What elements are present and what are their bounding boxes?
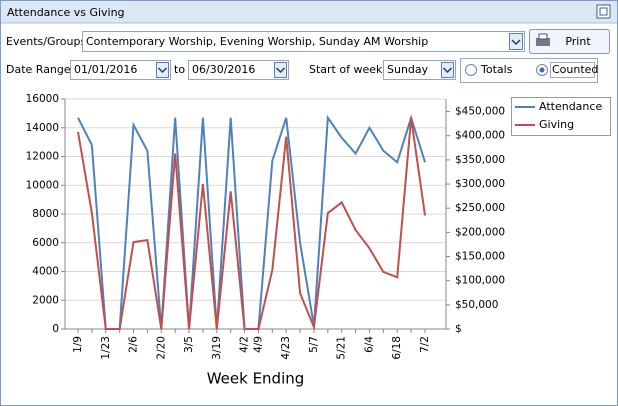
- y2-tick-label: $50,000: [455, 299, 498, 311]
- y2-tick-label: $400,000: [455, 130, 505, 142]
- y-tick-label: 12000: [26, 151, 59, 163]
- y-tick-label: 10000: [26, 179, 59, 191]
- events-label: Events/Groups: [6, 35, 86, 48]
- y-tick-label: 16000: [26, 93, 59, 105]
- y-tick-label: 2000: [32, 294, 59, 306]
- title-bar: [1, 1, 617, 23]
- totals-label: Totals: [480, 63, 513, 76]
- series-line: [77, 117, 426, 331]
- counted-label: Counted: [552, 63, 598, 76]
- dropdown-arrow: [511, 39, 521, 46]
- start-date-dropdown[interactable]: [156, 62, 169, 78]
- legend-label: Giving: [539, 118, 574, 131]
- start-of-week-label: Start of week: [309, 63, 383, 76]
- x-tick-label: 1/23: [100, 336, 112, 360]
- end-date-box[interactable]: [188, 60, 289, 80]
- start-date-box[interactable]: [70, 60, 171, 80]
- y-tick-label: 0: [52, 323, 59, 335]
- start-of-week-combo[interactable]: [383, 60, 456, 80]
- printer-icon: [536, 38, 550, 46]
- x-tick-label: 7/2: [419, 336, 431, 353]
- maximize-icon: [599, 7, 608, 16]
- x-tick-label: 6/18: [391, 336, 403, 360]
- legend-label: Attendance: [539, 100, 602, 113]
- y2-tick-label: $150,000: [455, 251, 505, 263]
- legend-box: [511, 97, 611, 136]
- x-tick-label: 3/19: [211, 336, 223, 360]
- x-tick-label: 4/23: [280, 336, 292, 360]
- focus-rect: [550, 62, 595, 78]
- y2-tick-label: $100,000: [455, 275, 505, 287]
- x-tick-label: 2/6: [128, 336, 140, 353]
- x-tick-label: 4/2: [239, 336, 251, 353]
- events-dropdown[interactable]: [509, 33, 523, 50]
- maximize-button[interactable]: [596, 4, 611, 19]
- printer-paper: [538, 33, 548, 40]
- y-tick-label: 4000: [32, 266, 59, 278]
- x-tick-label: 5/21: [336, 336, 348, 360]
- y2-tick-label: $300,000: [455, 178, 505, 190]
- start-of-week-value: Sunday: [387, 63, 429, 76]
- dropdown-arrow: [275, 67, 286, 74]
- y2-tick-label: $350,000: [455, 154, 505, 166]
- x-tick-label: 6/4: [363, 336, 375, 353]
- y2-tick-label: $450,000: [455, 106, 505, 118]
- dropdown-arrow: [442, 67, 453, 74]
- y2-tick-label: $250,000: [455, 202, 505, 214]
- events-value: Contemporary Worship, Evening Worship, S…: [86, 35, 428, 48]
- chart: 0 2000 4000 6000 8000 10000 12000 14000 16000 $ $5…: [26, 93, 611, 388]
- x-tick-label: 5/7: [308, 336, 320, 353]
- x-tick-label: 1/9: [72, 336, 84, 353]
- start-date: 01/01/2016: [74, 63, 137, 76]
- window-title: Attendance vs Giving: [7, 6, 125, 19]
- y2-tick-label: $: [455, 323, 462, 335]
- dropdown-arrow: [157, 67, 168, 74]
- end-date-dropdown[interactable]: [274, 62, 287, 78]
- events-combo[interactable]: [82, 31, 525, 52]
- x-axis-title: Week Ending: [207, 370, 305, 388]
- y-tick-label: 6000: [32, 237, 59, 249]
- print-label: Print: [565, 35, 591, 48]
- totals-radio[interactable]: [465, 64, 477, 76]
- x-tick-label: 2/20: [155, 336, 167, 360]
- date-range-label: Date Range: [6, 63, 71, 76]
- x-tick-label: 3/5: [183, 336, 195, 353]
- y-tick-label: 8000: [32, 208, 59, 220]
- end-date: 06/30/2016: [192, 63, 255, 76]
- y2-tick-label: $200,000: [455, 226, 505, 238]
- print-button[interactable]: [529, 29, 610, 54]
- counted-radio-dot: [539, 67, 545, 73]
- week-dropdown[interactable]: [441, 62, 454, 78]
- x-tick-label: 4/9: [252, 336, 264, 353]
- y-tick-label: 14000: [26, 122, 59, 134]
- to-label: to: [174, 63, 185, 76]
